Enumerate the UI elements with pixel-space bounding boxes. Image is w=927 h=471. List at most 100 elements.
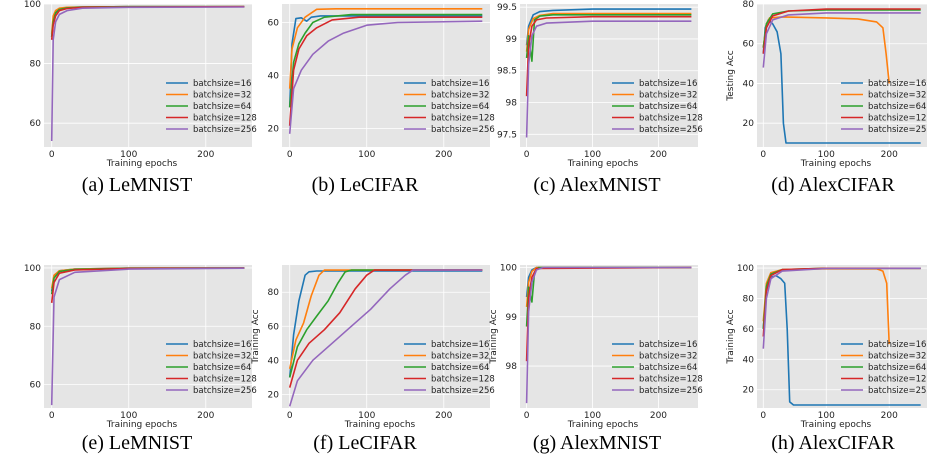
series-line <box>50 267 245 406</box>
legend-label: batchsize=256 <box>868 125 927 135</box>
x-tick-label: 0 <box>287 150 293 160</box>
legend-label: batchsize=64 <box>193 363 251 373</box>
legend-label: batchsize=64 <box>868 102 926 112</box>
x-tick-label: 100 <box>818 150 835 160</box>
legend-label: batchsize=32 <box>868 352 926 362</box>
series-line <box>762 8 921 54</box>
y-axis-label: Training Acc <box>489 309 499 364</box>
x-tick-label: 200 <box>435 411 452 421</box>
plot-area <box>520 265 698 408</box>
series-line <box>288 8 483 89</box>
legend-label: batchsize=128 <box>193 114 257 124</box>
x-tick-label: 200 <box>650 411 667 421</box>
legend-label: batchsize=64 <box>868 363 926 373</box>
legend-label: batchsize=16 <box>868 340 926 350</box>
x-tick-label: 0 <box>287 411 293 421</box>
legend-label: batchsize=64 <box>639 102 697 112</box>
series-line <box>288 269 483 388</box>
legend-label: batchsize=64 <box>431 102 489 112</box>
series-line <box>50 6 245 142</box>
x-tick-label: 100 <box>120 411 137 421</box>
y-tick-label: 97.5 <box>497 130 517 140</box>
y-axis-label: Training Acc <box>726 309 736 364</box>
x-axis-label: Training epochs <box>106 159 178 169</box>
y-tick-label: 60 <box>268 19 280 29</box>
x-tick-label: 100 <box>358 150 375 160</box>
series-group <box>762 267 921 406</box>
legend-label: batchsize=256 <box>193 386 257 396</box>
panel-caption: (d) AlexCIFAR <box>771 174 895 196</box>
series-line <box>288 269 483 369</box>
legend-label: batchsize=32 <box>431 91 489 101</box>
panel-caption: (b) LeCIFAR <box>311 174 419 196</box>
x-tick-label: 200 <box>881 411 898 421</box>
y-tick-label: 100 <box>737 264 754 274</box>
y-tick-label: 80 <box>743 294 755 304</box>
legend-label: batchsize=64 <box>639 363 697 373</box>
y-tick-label: 60 <box>743 40 755 50</box>
y-tick-label: 60 <box>743 325 755 335</box>
legend-label: batchsize=16 <box>431 340 489 350</box>
y-tick-label: 20 <box>268 124 280 134</box>
chart-panel: 0 100 200 20 40 60 80 Training epochs Testing Ac… <box>726 0 927 169</box>
series-line <box>288 16 483 126</box>
x-axis-label: Training epochs <box>106 420 178 430</box>
panel-caption: (a) LeMNIST <box>81 174 193 196</box>
series-line <box>288 13 483 108</box>
series-line <box>288 20 483 134</box>
x-tick-label: 200 <box>435 150 452 160</box>
legend-label: batchsize=256 <box>868 386 927 396</box>
x-tick-label: 0 <box>49 150 55 160</box>
y-tick-label: 100 <box>24 0 41 10</box>
series-line <box>288 269 483 407</box>
y-tick-label: 99.5 <box>497 3 517 13</box>
y-tick-label: 60 <box>30 381 42 391</box>
y-tick-label: 80 <box>30 60 42 70</box>
series-group <box>525 266 692 404</box>
series-line <box>762 267 921 349</box>
panel-caption: (c) AlexMNIST <box>533 174 661 196</box>
panel-caption: (h) AlexCIFAR <box>771 432 895 454</box>
legend-label: batchsize=32 <box>639 91 697 101</box>
legend-label: batchsize=16 <box>639 79 697 89</box>
panel-caption: (f) LeCIFAR <box>313 432 417 454</box>
y-tick-label: 20 <box>268 390 280 400</box>
series-group <box>288 8 483 134</box>
y-tick-label: 100 <box>24 264 41 274</box>
legend-label: batchsize=128 <box>868 375 927 385</box>
legend-label: batchsize=256 <box>193 125 257 135</box>
legend-label: batchsize=32 <box>431 352 489 362</box>
y-tick-label: 40 <box>743 79 755 89</box>
x-axis-label: Training epochs <box>567 420 639 430</box>
y-tick-label: 60 <box>268 322 280 332</box>
series-line <box>525 266 692 404</box>
legend-label: batchsize=16 <box>193 340 251 350</box>
series-group <box>50 5 245 142</box>
legend-label: batchsize=128 <box>431 114 495 124</box>
x-axis-label: Training epochs <box>800 420 872 430</box>
legend-label: batchsize=64 <box>431 363 489 373</box>
series-group <box>50 267 245 406</box>
legend-label: batchsize=128 <box>639 375 703 385</box>
y-tick-label: 99 <box>506 313 518 323</box>
legend-label: batchsize=32 <box>868 91 926 101</box>
y-tick-label: 80 <box>743 0 755 10</box>
y-tick-label: 98 <box>506 362 518 372</box>
series-line <box>288 270 483 378</box>
legend-label: batchsize=128 <box>431 375 495 385</box>
x-tick-label: 0 <box>49 411 55 421</box>
y-tick-label: 40 <box>268 356 280 366</box>
y-tick-label: 60 <box>30 119 42 129</box>
chart-panel: 0 100 200204060batchsize=16batchsize=32bat… <box>268 4 495 160</box>
x-tick-label: 100 <box>818 411 835 421</box>
legend-label: batchsize=128 <box>868 114 927 124</box>
x-tick-label: 0 <box>760 150 766 160</box>
y-tick-label: 40 <box>268 72 280 82</box>
legend-label: batchsize=256 <box>639 386 703 396</box>
legend-label: batchsize=16 <box>431 79 489 89</box>
